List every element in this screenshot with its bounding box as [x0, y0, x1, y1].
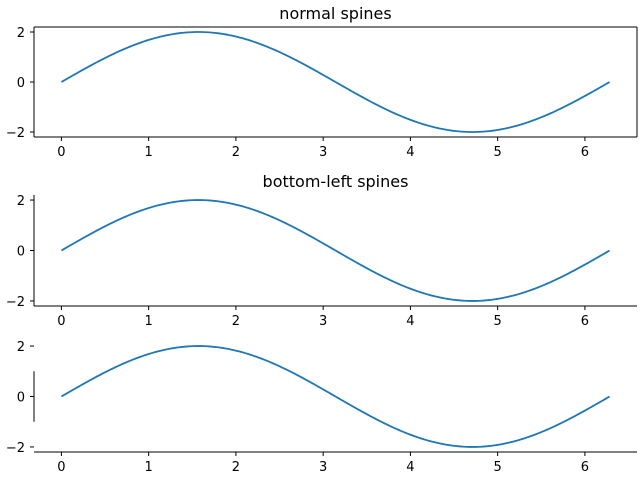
x-tick-label: 4 — [406, 145, 414, 160]
x-tick-label: 4 — [406, 314, 414, 329]
y-tick-label: 2 — [17, 26, 25, 41]
y-tick-label: 0 — [17, 391, 25, 406]
x-tick-label: 5 — [494, 145, 502, 160]
x-tick-label: 0 — [57, 145, 65, 160]
series-line — [60, 199, 611, 302]
axes-3: 0 1 2 3 4 5 6 −2 0 2 — [6, 340, 637, 475]
x-tick-label: 1 — [145, 145, 153, 160]
axes-1: normal spines 0 1 2 3 4 5 6 −2 0 2 — [6, 4, 638, 160]
x-tick-label: 1 — [145, 460, 153, 475]
axes-2: bottom-left spines 0 1 2 3 4 5 6 −2 0 2 — [6, 172, 637, 329]
y-tick-label: −2 — [6, 126, 25, 141]
x-tick-label: 0 — [57, 460, 65, 475]
x-tick-label: 3 — [319, 314, 327, 329]
x-tick-label: 6 — [581, 314, 589, 329]
x-tick-label: 3 — [319, 460, 327, 475]
x-tick-label: 6 — [581, 145, 589, 160]
chart-title: normal spines — [279, 4, 391, 23]
chart-title: bottom-left spines — [263, 172, 409, 191]
y-tick-label: 2 — [17, 194, 25, 209]
x-tick-label: 2 — [232, 314, 240, 329]
x-tick-label: 4 — [406, 460, 414, 475]
y-tick-label: 0 — [17, 245, 25, 260]
y-tick-label: −2 — [6, 295, 25, 310]
series-line — [60, 345, 611, 448]
series-line — [60, 31, 611, 133]
x-tick-label: 5 — [494, 314, 502, 329]
x-tick-label: 3 — [319, 145, 327, 160]
x-tick-label: 6 — [581, 460, 589, 475]
x-tick-label: 2 — [232, 145, 240, 160]
y-tick-label: 2 — [17, 340, 25, 355]
y-tick-label: −2 — [6, 441, 25, 456]
x-tick-label: 1 — [145, 314, 153, 329]
y-tick-label: 0 — [17, 76, 25, 91]
x-tick-label: 5 — [494, 460, 502, 475]
x-tick-label: 2 — [232, 460, 240, 475]
x-tick-label: 0 — [57, 314, 65, 329]
